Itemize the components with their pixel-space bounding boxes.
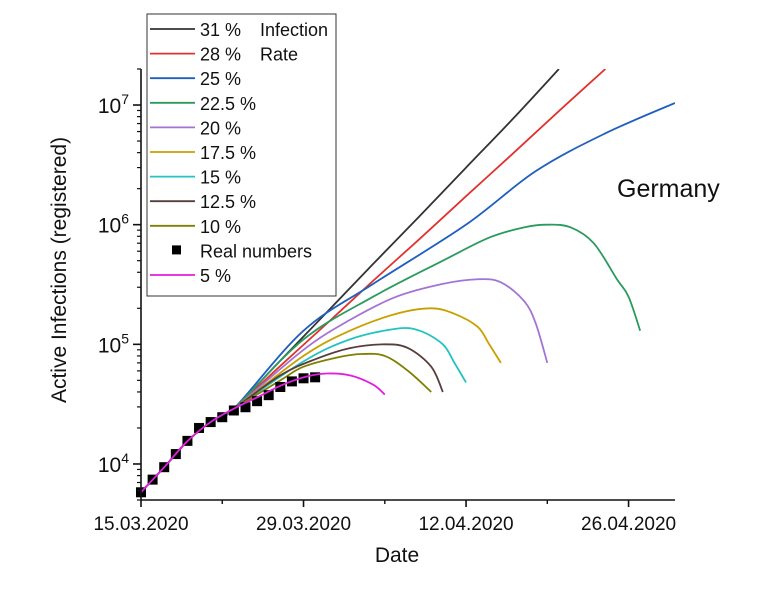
y-tick-label: 105 xyxy=(98,330,129,357)
y-tick-base: 10 xyxy=(98,334,121,357)
y-tick-label: 107 xyxy=(98,91,129,118)
y-tick-exponent: 5 xyxy=(121,330,129,346)
series-real-numbers-point xyxy=(252,396,263,407)
annotation-germany: Germany xyxy=(617,175,720,203)
series-real-numbers-point xyxy=(275,381,286,392)
y-tick-base: 10 xyxy=(98,454,121,477)
legend-label: 22.5 % xyxy=(200,94,256,114)
series-real-numbers-point xyxy=(217,412,228,423)
y-tick-exponent: 7 xyxy=(121,91,129,107)
series-real-numbers-point xyxy=(310,372,321,383)
legend-label: 12.5 % xyxy=(200,192,256,212)
legend-label: Real numbers xyxy=(200,241,312,261)
series-20--line xyxy=(141,278,549,493)
series-layer xyxy=(136,69,675,498)
x-tick-label: 29.03.2020 xyxy=(256,514,351,535)
series-10--line xyxy=(141,352,432,493)
axes: 15.03.2020 29.03.2020 12.04.2020 26.04.2020… xyxy=(93,68,676,535)
legend-marker xyxy=(172,245,181,255)
legend: 31 % Infection 28 % Rate 25 % 22.5 % 20 % 17.5 … xyxy=(146,13,337,297)
series-12-5--line xyxy=(141,343,444,493)
legend-label: 28 % xyxy=(200,45,241,65)
y-tick-label: 104 xyxy=(98,450,129,477)
y-tick-exponent: 6 xyxy=(121,211,129,227)
series-17-5--line xyxy=(141,307,502,493)
series-real-numbers-point xyxy=(240,402,251,413)
legend-label: 10 % xyxy=(200,217,241,237)
x-tick-label: 15.03.2020 xyxy=(93,514,188,535)
series-5--line xyxy=(141,372,386,493)
legend-label: 31 % xyxy=(200,20,241,40)
y-tick-label: 106 xyxy=(98,211,129,238)
y-tick-exponent: 4 xyxy=(121,450,129,466)
y-axis-label: Active Infections (registered) xyxy=(48,137,71,403)
legend-label: 5 % xyxy=(200,266,231,286)
x-tick-label: 12.04.2020 xyxy=(418,514,513,535)
series-real-numbers-point xyxy=(228,405,239,416)
y-tick-base: 10 xyxy=(98,95,121,118)
legend-extra-label: Rate xyxy=(260,45,298,65)
legend-label: 20 % xyxy=(200,118,241,138)
x-axis-label: Date xyxy=(375,544,419,567)
series-real-numbers-point xyxy=(263,390,274,401)
legend-extra-label: Infection xyxy=(260,20,328,40)
legend-label: 17.5 % xyxy=(200,143,256,163)
series-real-numbers-point xyxy=(194,422,205,433)
legend-label: 25 % xyxy=(200,69,241,89)
y-tick-base: 10 xyxy=(98,215,121,238)
legend-label: 15 % xyxy=(200,168,241,188)
series-real-numbers-point xyxy=(298,373,309,384)
x-tick-label: 26.04.2020 xyxy=(581,514,676,535)
